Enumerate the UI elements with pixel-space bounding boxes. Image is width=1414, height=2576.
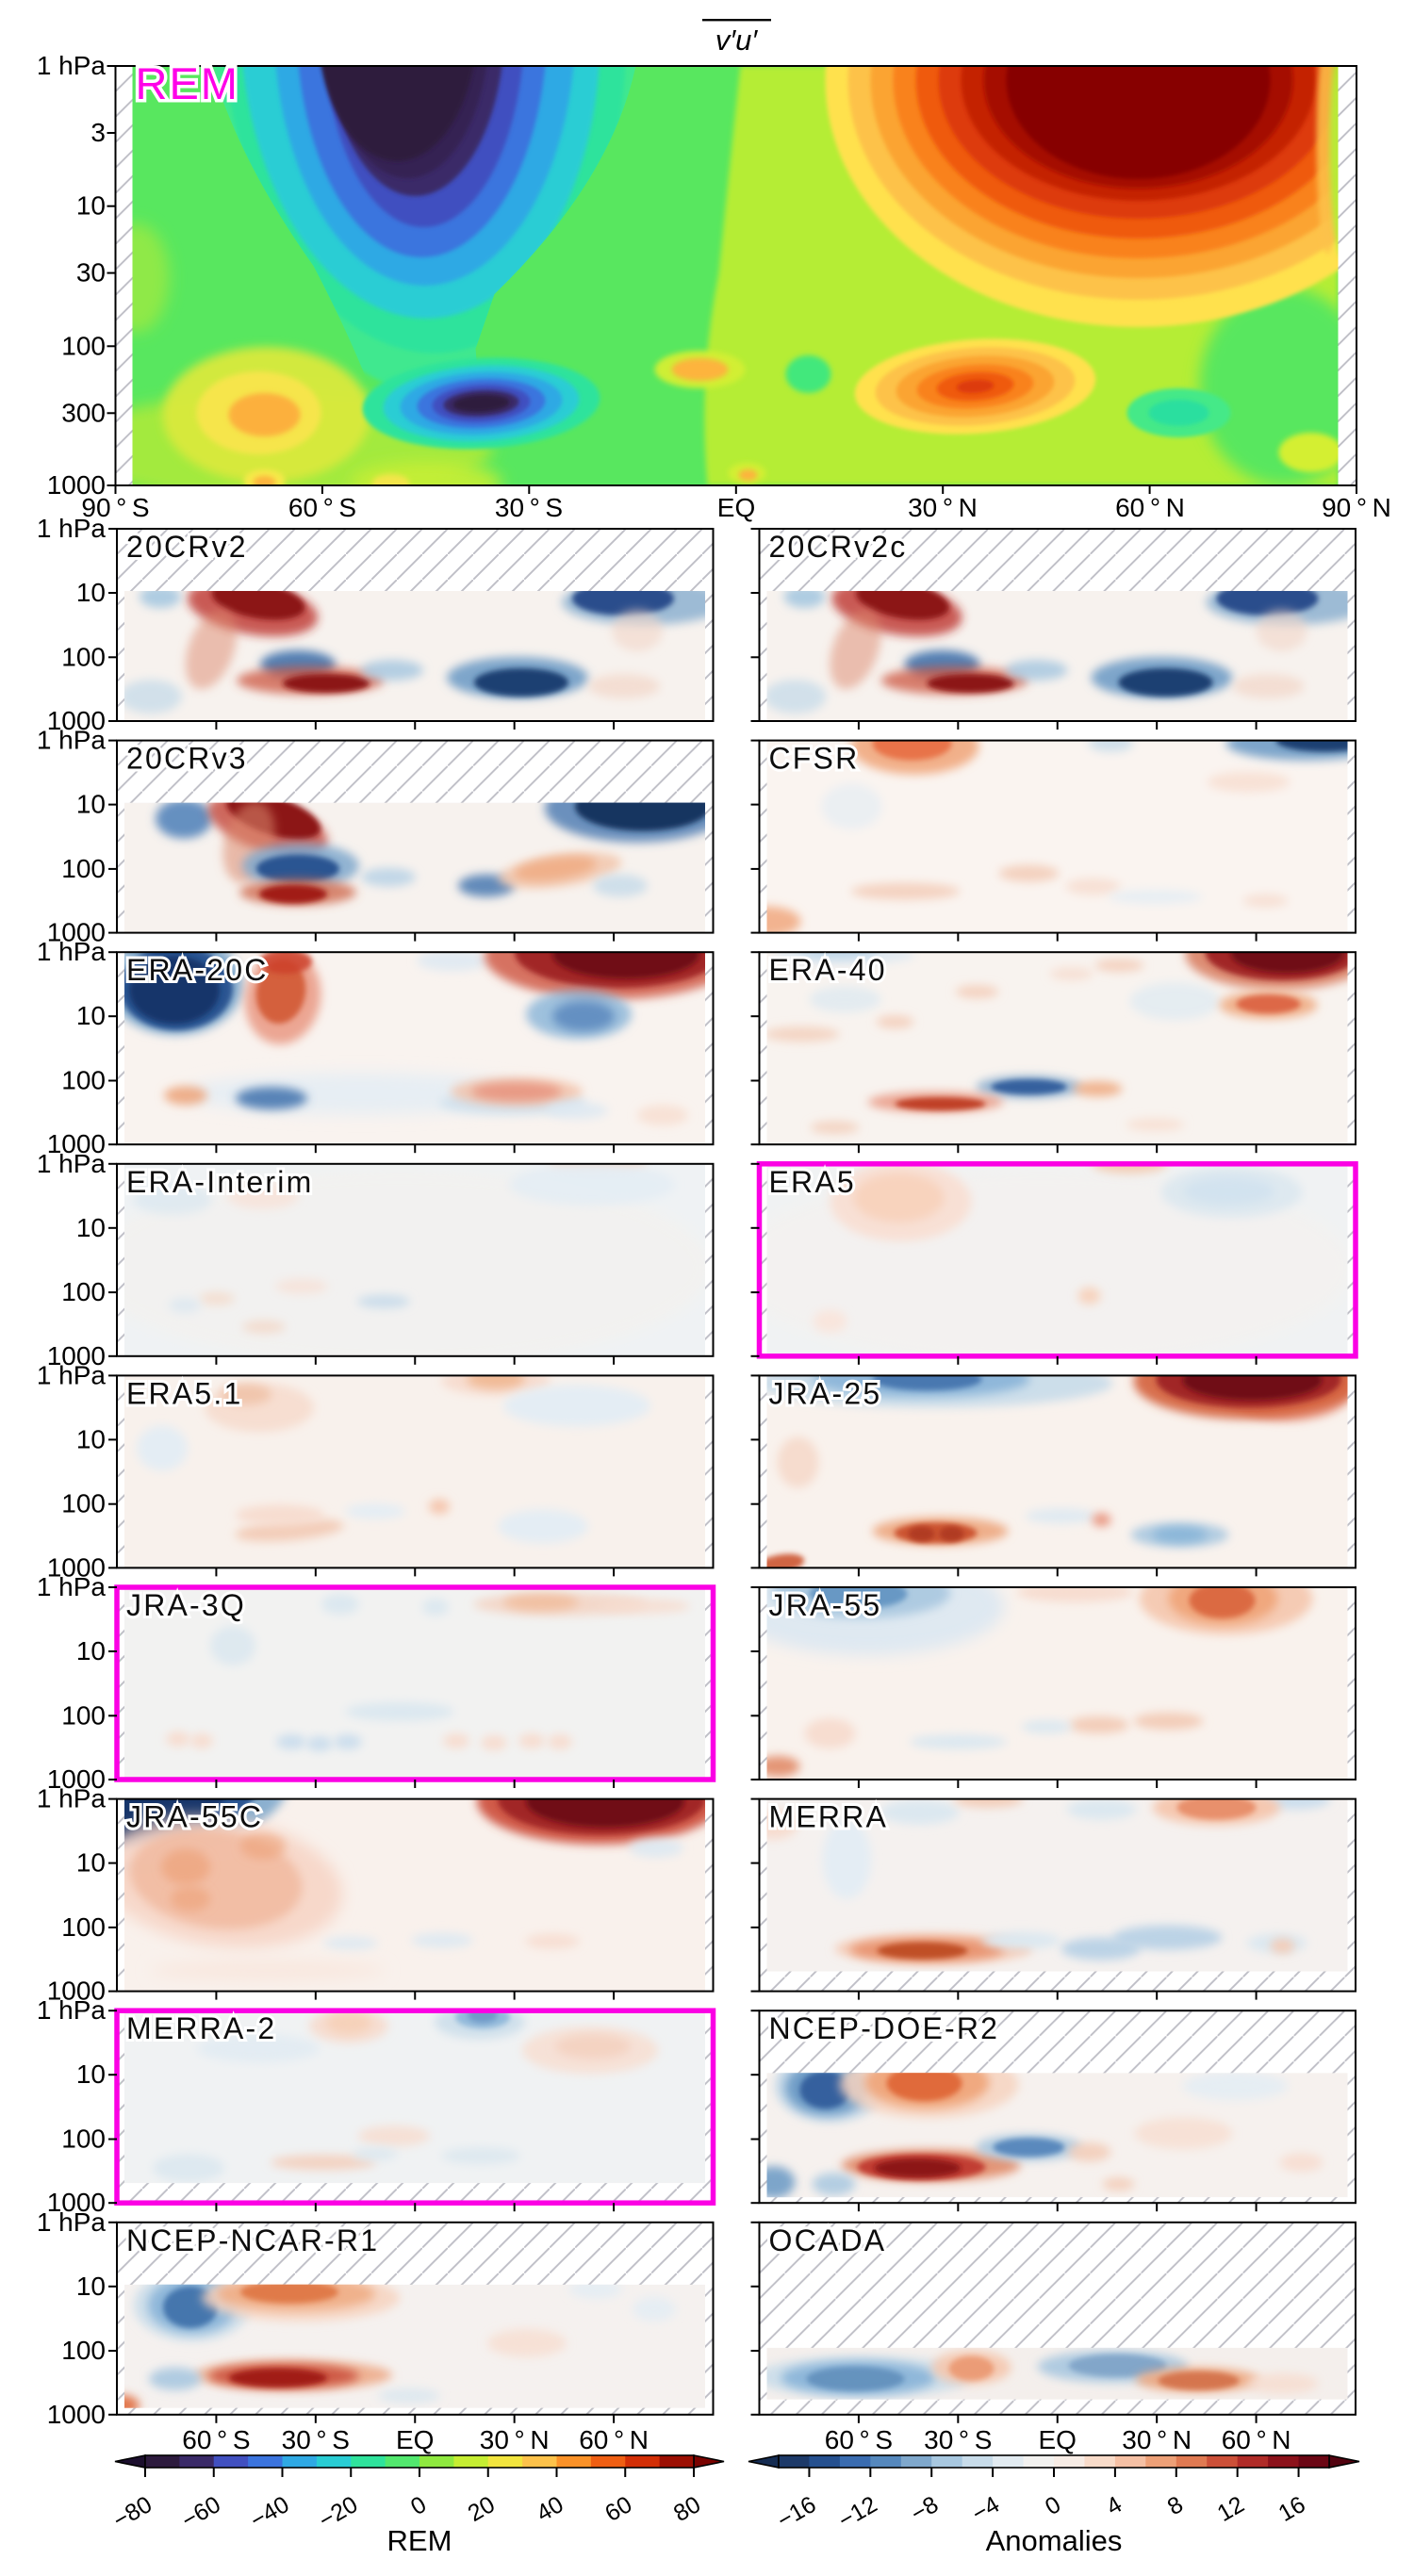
svg-text:MERRA-2: MERRA-2	[126, 2011, 276, 2045]
svg-text:100: 100	[61, 854, 106, 883]
svg-text:60 ° N: 60 ° N	[579, 2425, 649, 2454]
svg-text:1000: 1000	[47, 918, 106, 947]
svg-text:60 ° N: 60 ° N	[1115, 493, 1185, 522]
svg-text:ERA5: ERA5	[769, 1165, 856, 1199]
svg-text:1 hPa: 1 hPa	[37, 937, 107, 966]
svg-text:100: 100	[61, 331, 106, 360]
svg-text:20CRv3: 20CRv3	[126, 742, 248, 776]
svg-text:JRA-3Q: JRA-3Q	[126, 1588, 246, 1622]
svg-text:60 ° S: 60 ° S	[288, 493, 356, 522]
svg-text:10: 10	[76, 790, 106, 819]
svg-text:1000: 1000	[47, 1341, 106, 1370]
svg-text:1000: 1000	[47, 2400, 106, 2429]
svg-text:100: 100	[61, 1277, 106, 1306]
svg-text:90 ° N: 90 ° N	[1322, 493, 1391, 522]
svg-text:90 ° S: 90 ° S	[81, 493, 149, 522]
svg-text:1000: 1000	[47, 470, 106, 500]
svg-text:30 ° N: 30 ° N	[480, 2425, 550, 2454]
svg-text:10: 10	[76, 578, 106, 607]
svg-text:20CRv2: 20CRv2	[126, 530, 248, 564]
svg-text:20CRv2c: 20CRv2c	[769, 530, 908, 564]
svg-text:100: 100	[61, 642, 106, 671]
svg-text:1000: 1000	[47, 1977, 106, 2006]
svg-text:JRA-55: JRA-55	[769, 1588, 882, 1622]
svg-text:1000: 1000	[47, 1129, 106, 1158]
svg-text:MERRA: MERRA	[769, 1800, 889, 1834]
svg-text:ERA5.1: ERA5.1	[126, 1376, 242, 1410]
svg-text:30 ° N: 30 ° N	[1122, 2425, 1192, 2454]
svg-text:30 ° N: 30 ° N	[908, 493, 978, 522]
svg-text:ERA-40: ERA-40	[769, 953, 887, 987]
svg-text:1000: 1000	[47, 1552, 106, 1582]
svg-text:1 hPa: 1 hPa	[37, 514, 107, 543]
svg-text:100: 100	[61, 1066, 106, 1095]
svg-text:10: 10	[76, 2272, 106, 2301]
svg-text:60 ° N: 60 ° N	[1222, 2425, 1291, 2454]
svg-text:100: 100	[61, 1700, 106, 1730]
svg-text:OCADA: OCADA	[769, 2223, 887, 2257]
svg-text:EQ: EQ	[1038, 2425, 1076, 2454]
svg-text:100: 100	[61, 2336, 106, 2365]
svg-text:JRA-25: JRA-25	[769, 1376, 882, 1410]
svg-text:10: 10	[76, 1001, 106, 1030]
svg-text:1000: 1000	[47, 1764, 106, 1794]
svg-text:v′u′: v′u′	[715, 24, 759, 57]
svg-text:Anomalies: Anomalies	[986, 2524, 1123, 2557]
svg-text:10: 10	[76, 191, 106, 221]
svg-text:30 ° S: 30 ° S	[282, 2425, 350, 2454]
svg-text:1 hPa: 1 hPa	[37, 1572, 107, 1601]
svg-text:10: 10	[76, 1213, 106, 1242]
svg-text:3: 3	[90, 118, 106, 147]
svg-text:1 hPa: 1 hPa	[37, 1995, 107, 2025]
svg-text:NCEP-DOE-R2: NCEP-DOE-R2	[769, 2011, 1000, 2045]
svg-text:300: 300	[61, 398, 106, 427]
svg-text:1 hPa: 1 hPa	[37, 1149, 107, 1178]
svg-text:1000: 1000	[47, 706, 106, 735]
svg-text:ERA-Interim: ERA-Interim	[126, 1165, 313, 1199]
svg-text:30 ° S: 30 ° S	[924, 2425, 992, 2454]
svg-text:1 hPa: 1 hPa	[37, 726, 107, 755]
svg-text:REM: REM	[387, 2524, 452, 2557]
svg-text:100: 100	[61, 1489, 106, 1518]
svg-text:100: 100	[61, 1912, 106, 1942]
svg-text:10: 10	[76, 2059, 106, 2089]
svg-text:NCEP-NCAR-R1: NCEP-NCAR-R1	[126, 2223, 379, 2257]
svg-text:EQ: EQ	[717, 493, 755, 522]
svg-text:EQ: EQ	[396, 2425, 434, 2454]
svg-text:1 hPa: 1 hPa	[37, 1784, 107, 1813]
svg-text:REM: REM	[136, 58, 239, 108]
svg-text:10: 10	[76, 1636, 106, 1665]
svg-text:1 hPa: 1 hPa	[37, 1360, 107, 1389]
svg-text:60 ° S: 60 ° S	[182, 2425, 250, 2454]
svg-text:ERA-20C: ERA-20C	[126, 953, 269, 987]
svg-text:1 hPa: 1 hPa	[37, 2207, 107, 2237]
svg-text:JRA-55C: JRA-55C	[126, 1800, 263, 1834]
svg-text:CFSR: CFSR	[769, 742, 860, 776]
svg-text:1 hPa: 1 hPa	[37, 51, 107, 80]
svg-text:30 ° S: 30 ° S	[495, 493, 563, 522]
svg-text:10: 10	[76, 1848, 106, 1878]
svg-text:30: 30	[76, 258, 106, 287]
svg-text:1000: 1000	[47, 2188, 106, 2217]
svg-text:10: 10	[76, 1424, 106, 1453]
svg-text:60 ° S: 60 ° S	[825, 2425, 893, 2454]
svg-text:100: 100	[61, 2125, 106, 2154]
